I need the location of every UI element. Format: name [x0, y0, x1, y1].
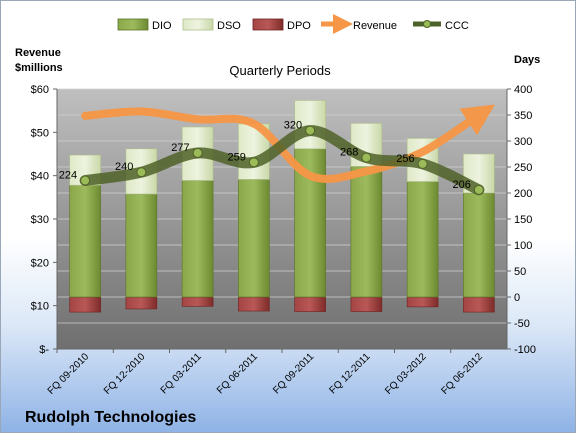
x-tick-label: FQ 09-2010 — [46, 351, 92, 397]
legend-item-dpo: DPO — [252, 18, 311, 32]
x-tick-label: FQ 09-2011 — [271, 351, 316, 396]
right-tick-label: -50 — [514, 318, 530, 330]
ccc-labels: 224 240 277 259 320 268 256 206 — [59, 120, 471, 191]
right-tick-label: 100 — [514, 240, 532, 252]
bar-dpo — [181, 296, 214, 307]
right-tick-label: 150 — [514, 214, 532, 226]
company-name: Rudolph Technologies — [25, 409, 196, 426]
bar-dpo — [238, 296, 270, 312]
x-tick-label: FQ 06-2011 — [215, 351, 260, 396]
legend-label-dio: DIO — [152, 20, 172, 32]
ccc-point — [136, 167, 147, 178]
bar-dio — [238, 179, 270, 298]
bar-dpo — [463, 296, 495, 313]
legend-swatch-dio — [117, 18, 149, 31]
left-tick-label: $50 — [31, 127, 49, 139]
bar-dpo — [350, 296, 383, 312]
ccc-line — [79, 125, 485, 196]
bar-dio — [463, 192, 495, 298]
bar-dpo — [294, 296, 326, 312]
left-axis-title-line2: $millions — [15, 62, 63, 74]
legend-item-revenue: Revenue — [321, 14, 397, 34]
left-axis: $- $10 $20 $30 $40 $50 $60 — [31, 84, 58, 356]
legend-item-dio: DIO — [117, 18, 172, 32]
lines — [79, 104, 495, 196]
ccc-data-label: 268 — [340, 147, 358, 159]
legend: DIO DSO DPO Revenue CCC — [117, 14, 469, 34]
ccc-data-label: 206 — [453, 179, 471, 191]
left-tick-label: $40 — [31, 171, 49, 183]
ccc-point — [417, 158, 428, 169]
left-tick-label: $- — [39, 344, 49, 356]
left-tick-label: $10 — [31, 301, 49, 313]
left-axis-title-line1: Revenue — [15, 47, 61, 59]
x-tick-label: FQ 12-2011 — [328, 351, 373, 396]
ccc-data-label: 320 — [284, 120, 302, 132]
x-tick-label: FQ 12-2010 — [102, 351, 148, 397]
bar-dio — [406, 181, 439, 298]
x-tick-label: FQ 03-2011 — [159, 351, 204, 396]
ccc-point — [248, 157, 259, 168]
legend-label-ccc: CCC — [445, 20, 469, 32]
ccc-data-label: 259 — [228, 151, 246, 163]
bar-dio — [350, 166, 383, 298]
right-tick-label: 350 — [514, 110, 532, 122]
legend-swatch-dpo — [252, 18, 284, 31]
ccc-data-label: 240 — [115, 161, 133, 173]
x-tick-label: FQ 03-2012 — [383, 351, 429, 397]
legend-label-dpo: DPO — [287, 20, 311, 32]
bar-dpo — [69, 296, 101, 313]
left-tick-label: $20 — [31, 257, 49, 269]
legend-label-revenue: Revenue — [353, 20, 397, 32]
ccc-point — [192, 147, 203, 158]
bar-dio — [69, 184, 101, 298]
right-axis: -100 -50 0 50 100 150 200 250 300 350 400 — [506, 84, 536, 356]
ccc-point — [80, 175, 91, 186]
left-tick-label: $60 — [31, 84, 49, 96]
legend-swatch-ccc-marker — [423, 20, 431, 28]
right-tick-label: 0 — [514, 292, 520, 304]
legend-swatch-dso — [182, 18, 214, 31]
ccc-point — [473, 184, 484, 195]
right-tick-label: 200 — [514, 188, 532, 200]
chart-title: Quarterly Periods — [229, 63, 331, 78]
legend-label-dso: DSO — [217, 20, 241, 32]
ccc-data-label: 224 — [59, 170, 77, 182]
ccc-point — [305, 125, 316, 136]
right-tick-label: 250 — [514, 162, 532, 174]
right-tick-label: 300 — [514, 136, 532, 148]
x-axis: FQ 09-2010 FQ 12-2010 FQ 03-2011 FQ 06-2011… — [46, 348, 507, 397]
right-tick-label: 50 — [514, 266, 526, 278]
left-tick-label: $30 — [31, 214, 49, 226]
right-tick-label: 400 — [514, 84, 532, 96]
bar-dpo — [125, 296, 158, 310]
x-tick-label: FQ 06-2012 — [439, 351, 485, 397]
right-axis-title: Days — [514, 54, 540, 66]
ccc-data-label: 277 — [171, 142, 189, 154]
bar-dso — [294, 100, 326, 150]
ccc-data-label: 256 — [396, 153, 414, 165]
bar-dpo — [406, 296, 439, 308]
legend-item-ccc: CCC — [413, 20, 469, 32]
bar-dio — [125, 193, 158, 298]
legend-item-dso: DSO — [182, 18, 241, 32]
bar-dio — [181, 180, 214, 298]
right-tick-label: -100 — [514, 344, 536, 356]
ccc-point — [361, 152, 372, 163]
